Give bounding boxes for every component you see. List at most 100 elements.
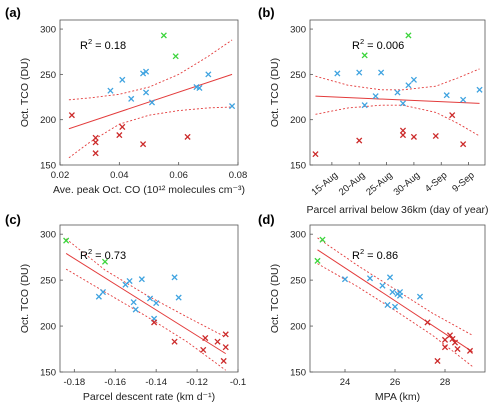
marker-stroke bbox=[372, 93, 379, 100]
regression-line bbox=[65, 253, 226, 355]
marker-stroke bbox=[443, 92, 450, 99]
marker-stroke bbox=[451, 339, 459, 346]
red-point bbox=[441, 344, 449, 351]
blue-point bbox=[379, 282, 386, 289]
blue-point bbox=[132, 306, 139, 313]
marker-stroke bbox=[454, 345, 461, 353]
marker-stroke bbox=[128, 95, 135, 102]
marker-stroke bbox=[172, 53, 179, 60]
marker-stroke bbox=[222, 344, 229, 351]
marker-stroke bbox=[222, 331, 229, 338]
marker-stroke bbox=[193, 84, 200, 91]
blue-point bbox=[128, 95, 135, 102]
marker-stroke bbox=[356, 69, 363, 76]
marker-stroke bbox=[101, 258, 109, 265]
y-tick-label: 200 bbox=[40, 115, 56, 126]
red-point bbox=[410, 133, 417, 140]
marker-stroke bbox=[220, 357, 227, 365]
red-point bbox=[399, 127, 407, 134]
red-point bbox=[202, 334, 209, 342]
x-tick-label: 30-Aug bbox=[392, 170, 423, 198]
blue-point bbox=[410, 76, 417, 83]
blue-point bbox=[460, 96, 467, 103]
panel-a: (a) 150 200 250 300 0.02 0.04 0.06 0.08 Oct. TCO … bbox=[5, 5, 247, 196]
x-tick-label: -0.16 bbox=[104, 377, 126, 388]
green-point bbox=[314, 257, 321, 264]
panel-label: (b) bbox=[258, 5, 275, 20]
red-point bbox=[184, 133, 191, 140]
marker-stroke bbox=[394, 89, 401, 96]
blue-point bbox=[95, 293, 102, 300]
marker-stroke bbox=[130, 299, 137, 306]
y-tick-label: 300 bbox=[290, 25, 306, 36]
red-point bbox=[200, 346, 207, 354]
y-tick-label: 300 bbox=[40, 230, 56, 241]
marker-stroke bbox=[314, 257, 321, 264]
y-tick-label: 200 bbox=[290, 322, 306, 333]
marker-stroke bbox=[146, 295, 154, 302]
marker-stroke bbox=[334, 70, 341, 77]
y-axis-label: Oct. TCO (DU) bbox=[19, 58, 31, 127]
blue-point bbox=[366, 275, 374, 282]
blue-point bbox=[416, 293, 424, 300]
annotation-prefix: R bbox=[352, 40, 360, 52]
marker-stroke bbox=[160, 32, 167, 39]
blue-point bbox=[378, 69, 385, 76]
red-point bbox=[220, 357, 227, 365]
y-tick-label: 250 bbox=[290, 70, 306, 81]
marker-stroke bbox=[441, 344, 449, 351]
blue-point bbox=[205, 71, 212, 78]
blue-point bbox=[372, 93, 379, 100]
y-tick-label: 250 bbox=[290, 276, 306, 287]
marker-stroke bbox=[202, 334, 209, 342]
marker-stroke bbox=[153, 300, 160, 307]
x-tick-label: 28 bbox=[440, 377, 451, 388]
confidence-lower bbox=[315, 104, 480, 137]
red-point bbox=[454, 345, 461, 353]
red-point bbox=[441, 336, 449, 343]
green-point bbox=[160, 32, 167, 39]
y-tick-label: 300 bbox=[40, 25, 56, 36]
marker-stroke bbox=[119, 123, 126, 130]
marker-stroke bbox=[379, 282, 386, 289]
blue-point bbox=[361, 102, 368, 109]
green-point bbox=[172, 53, 179, 60]
confidence-upper bbox=[315, 68, 480, 91]
green-point bbox=[405, 32, 412, 39]
panel-label: (a) bbox=[5, 5, 21, 20]
blue-point bbox=[119, 76, 126, 83]
red-point bbox=[68, 112, 75, 119]
marker-stroke bbox=[171, 338, 178, 345]
red-point bbox=[92, 134, 99, 141]
y-axis-label: Oct. TCO (DU) bbox=[269, 264, 281, 333]
red-point bbox=[432, 132, 439, 140]
regression-line bbox=[317, 249, 473, 353]
y-tick-label: 150 bbox=[40, 161, 56, 172]
red-point bbox=[116, 132, 123, 139]
confidence-upper bbox=[317, 237, 473, 336]
green-point bbox=[361, 52, 368, 59]
marker-stroke bbox=[214, 338, 221, 345]
red-point bbox=[449, 335, 456, 342]
red-point bbox=[460, 141, 467, 148]
blue-point bbox=[142, 89, 150, 96]
marker-stroke bbox=[92, 139, 99, 146]
marker-stroke bbox=[116, 132, 123, 139]
red-point bbox=[214, 338, 221, 345]
x-tick-label: 0.02 bbox=[51, 170, 70, 181]
y-tick-label: 200 bbox=[290, 115, 306, 126]
marker-stroke bbox=[319, 236, 326, 243]
blue-point bbox=[138, 276, 145, 283]
annotation-prefix: R bbox=[352, 250, 360, 262]
panel-d: (d) 150 200 250 300 24 26 28 Oct. TCO (DU) MPA (k… bbox=[258, 212, 486, 403]
x-axis-label: Ave. peak Oct. CO (10¹² molecules cm⁻³) bbox=[53, 184, 245, 196]
confidence-lower bbox=[68, 106, 233, 159]
marker-stroke bbox=[63, 237, 70, 244]
marker-stroke bbox=[341, 276, 349, 283]
marker-stroke bbox=[205, 71, 212, 78]
marker-stroke bbox=[378, 69, 385, 76]
red-point bbox=[451, 339, 459, 346]
annotation-value: = 0.86 bbox=[364, 250, 398, 262]
x-tick-label: 0.06 bbox=[169, 170, 188, 181]
